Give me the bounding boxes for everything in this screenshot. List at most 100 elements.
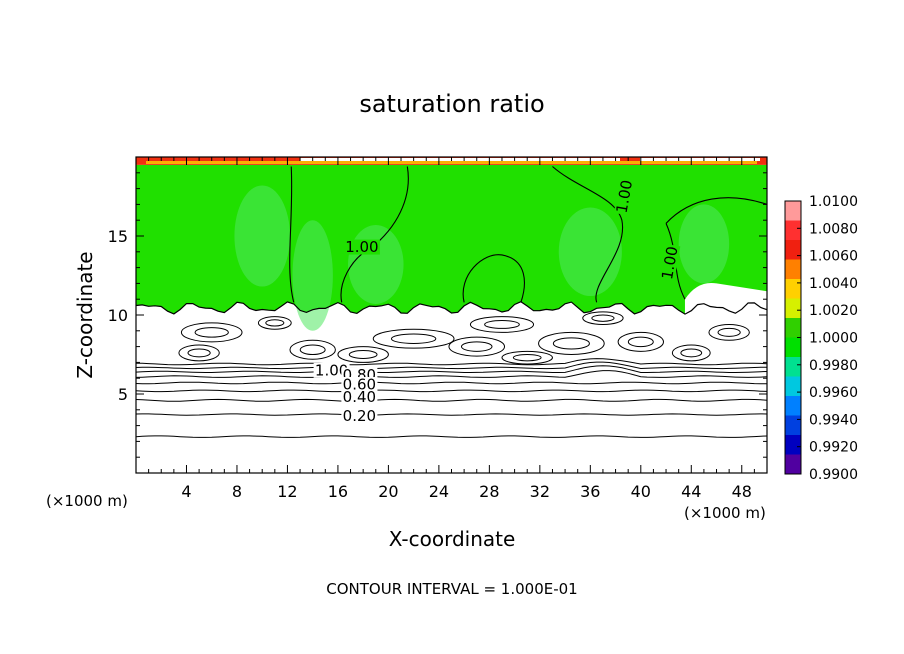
- contour-line: [194, 327, 229, 338]
- plot-area: [136, 157, 767, 473]
- colorbar-label: 1.0020: [809, 303, 858, 319]
- colorbar-label: 0.9920: [809, 440, 858, 456]
- x-tick-label: 20: [378, 482, 398, 501]
- contour-line: [135, 389, 768, 393]
- x-tick-label: 24: [429, 482, 449, 501]
- x-tick-label: 32: [530, 482, 550, 501]
- contour-label-bg: [341, 408, 378, 424]
- contour-label-bg: [341, 389, 378, 405]
- supersaturated-band: [146, 161, 757, 164]
- contour-line: [372, 328, 455, 349]
- colorbar-swatch: [785, 454, 801, 475]
- contour-line: [680, 348, 703, 358]
- contour-line: [501, 350, 553, 365]
- contour-label: 1.00: [315, 361, 348, 379]
- contour-line: [135, 381, 767, 385]
- contour-label: 1.00: [345, 238, 378, 256]
- unsaturated-intrusion: [684, 282, 767, 331]
- contour-line: [390, 333, 437, 344]
- contour-line: [135, 361, 767, 370]
- supersaturated-gap: [640, 158, 760, 161]
- supersaturated-gap: [400, 158, 480, 161]
- contour-line: [591, 314, 615, 322]
- contour-line: [135, 365, 768, 373]
- field-patch: [292, 220, 333, 331]
- contour-line: [582, 311, 624, 325]
- contour-line: [187, 348, 211, 358]
- colorbar-swatch: [785, 318, 801, 338]
- contour-line: [257, 316, 292, 330]
- x-tick-label: 28: [479, 482, 499, 501]
- colorbar-swatch: [785, 337, 801, 358]
- contour-label: 1.00: [613, 178, 637, 214]
- contour-line: [512, 354, 542, 362]
- contour-line: [135, 301, 768, 315]
- contour-label: 0.20: [343, 407, 376, 425]
- contour-line: [299, 344, 326, 356]
- contour-line: [135, 398, 768, 402]
- x-tick-label: 48: [732, 482, 752, 501]
- colorbar-swatch: [785, 415, 801, 436]
- field-patch: [348, 224, 404, 304]
- contour-label-bg: [313, 362, 350, 378]
- contour-label-bg: [343, 239, 380, 255]
- colorbar-swatch: [785, 220, 801, 241]
- contour-line: [462, 254, 525, 303]
- contour-line: [289, 166, 295, 303]
- colorbar-swatch: [785, 240, 801, 260]
- x-axis-ticks: 4 8 12 16 20 24 28 32 36 40 44 48: [148, 157, 755, 501]
- contour-line: [135, 413, 768, 416]
- contour-line: [337, 346, 389, 363]
- y-axis-label: Z-coordinate: [73, 251, 97, 378]
- contour-lines: [135, 166, 768, 438]
- colorbar-label: 1.0060: [809, 249, 858, 265]
- colorbar-swatch: [785, 279, 801, 299]
- colorbar-label: 1.0080: [809, 221, 858, 237]
- contour-line: [265, 319, 285, 327]
- chart-title: saturation ratio: [359, 90, 544, 118]
- colorbar-label: 1.0040: [809, 276, 858, 292]
- colorbar-swatch: [785, 435, 801, 455]
- contour-line: [671, 344, 711, 362]
- colorbar-label: 0.9960: [809, 385, 858, 401]
- field-patch: [558, 207, 622, 297]
- contour-line: [552, 337, 590, 350]
- contour-line: [135, 370, 768, 378]
- colorbar-swatch: [785, 298, 801, 319]
- colorbar-swatch: [785, 357, 801, 377]
- colorbar-swatch: [785, 201, 801, 221]
- contour-line: [469, 316, 535, 333]
- contour-line: [180, 322, 243, 343]
- x-tick-label: 16: [328, 482, 348, 501]
- x-tick-label: 44: [681, 482, 701, 501]
- y-tick-label: 10: [108, 306, 128, 325]
- contour-line: [460, 341, 493, 352]
- colorbar-label: 1.0000: [809, 331, 858, 347]
- x-unit-left: (×1000 m): [46, 492, 128, 510]
- contour-line: [178, 344, 220, 362]
- x-tick-label: 40: [631, 482, 651, 501]
- colorbar-label: 0.9900: [809, 467, 858, 483]
- colorbar-label: 0.9980: [809, 358, 858, 374]
- x-axis-label: X-coordinate: [389, 527, 516, 551]
- field-patch: [234, 185, 290, 287]
- contour-line: [717, 327, 741, 337]
- x-tick-label: 12: [277, 482, 297, 501]
- saturated-region: [136, 164, 767, 315]
- colorbar-swatch: [785, 259, 801, 280]
- colorbar-swatch: [785, 376, 801, 397]
- contour-label: 1.00: [658, 245, 682, 281]
- contour-line: [552, 166, 624, 303]
- contour-label-bg: [659, 243, 681, 282]
- y-axis-ticks: 5 10 15: [108, 172, 767, 458]
- contour-line: [617, 331, 665, 352]
- colorbar-label: 0.9940: [809, 412, 858, 428]
- x-tick-label: 4: [181, 482, 191, 501]
- contour-label: 0.60: [343, 376, 376, 394]
- colorbar-label: 1.0100: [809, 194, 858, 210]
- contour-line: [665, 197, 768, 224]
- x-tick-label: 36: [580, 482, 600, 501]
- contour-line: [135, 358, 768, 366]
- x-unit-right: (×1000 m): [684, 504, 766, 522]
